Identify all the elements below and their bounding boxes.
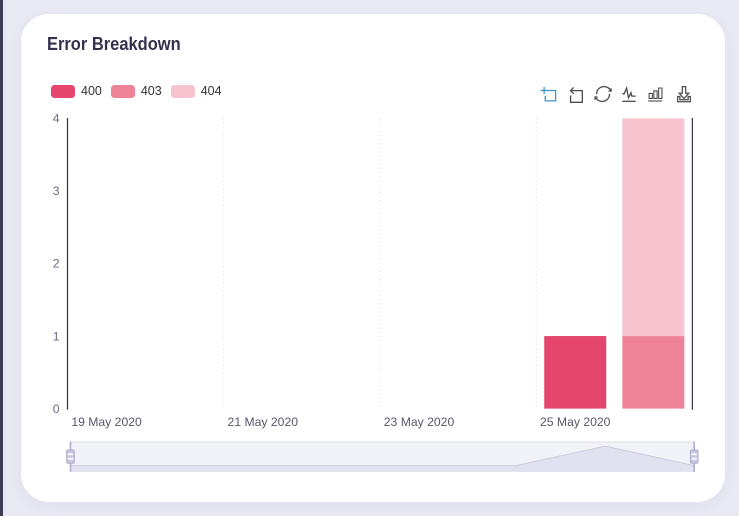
bar-chart-button[interactable] bbox=[643, 82, 670, 108]
datazoom-handle-right[interactable] bbox=[689, 441, 699, 472]
legend-swatch-404 bbox=[170, 85, 195, 98]
line-chart-icon bbox=[622, 85, 636, 102]
legend: 400 403 404 bbox=[51, 85, 231, 98]
chart-card: Error Breakdown 400 403 404 bbox=[20, 14, 725, 502]
chart-toolbar bbox=[535, 82, 698, 108]
legend-label: 404 bbox=[200, 84, 222, 98]
bar-chart-icon bbox=[648, 87, 663, 102]
zoom-select-icon bbox=[540, 87, 556, 102]
legend-swatch-403 bbox=[110, 85, 135, 98]
y-axis-label: 2 bbox=[53, 257, 60, 271]
page-left-edge bbox=[0, 0, 3, 516]
zoom-reset-button[interactable] bbox=[562, 82, 589, 108]
x-axis-label: 25 May 2020 bbox=[540, 415, 611, 429]
x-axis-label: 23 May 2020 bbox=[384, 415, 455, 429]
y-axis-label: 0 bbox=[53, 402, 60, 416]
download-button[interactable] bbox=[671, 82, 698, 108]
y-axis-label: 3 bbox=[53, 184, 60, 198]
restore-button[interactable] bbox=[589, 82, 616, 108]
datazoom-shadow bbox=[70, 446, 695, 471]
legend-label: 400 bbox=[81, 84, 102, 98]
legend-label: 403 bbox=[140, 84, 162, 98]
bar-segment-404[interactable] bbox=[622, 118, 685, 337]
legend-item-404[interactable]: 404 bbox=[170, 84, 222, 98]
bar-segment-403[interactable] bbox=[622, 336, 685, 409]
line-chart-button[interactable] bbox=[616, 82, 643, 108]
restore-icon bbox=[594, 85, 612, 103]
datazoom-shadow-line bbox=[70, 445, 695, 467]
zoom-select-button[interactable] bbox=[535, 82, 562, 108]
datazoom-handle-left[interactable] bbox=[66, 441, 75, 472]
y-axis-label: 1 bbox=[53, 329, 60, 343]
legend-item-403[interactable]: 403 bbox=[110, 84, 162, 98]
chart-title: Error Breakdown bbox=[46, 34, 181, 54]
y-axis-label: 4 bbox=[53, 112, 60, 126]
x-axis-label: 21 May 2020 bbox=[228, 415, 299, 429]
bar-segment-400[interactable] bbox=[544, 336, 607, 409]
legend-swatch-400 bbox=[51, 85, 75, 98]
x-axis-label: 19 May 2020 bbox=[71, 415, 142, 429]
zoom-reset-icon bbox=[569, 86, 583, 103]
download-icon bbox=[677, 85, 692, 103]
legend-item-400[interactable]: 400 bbox=[51, 85, 102, 98]
